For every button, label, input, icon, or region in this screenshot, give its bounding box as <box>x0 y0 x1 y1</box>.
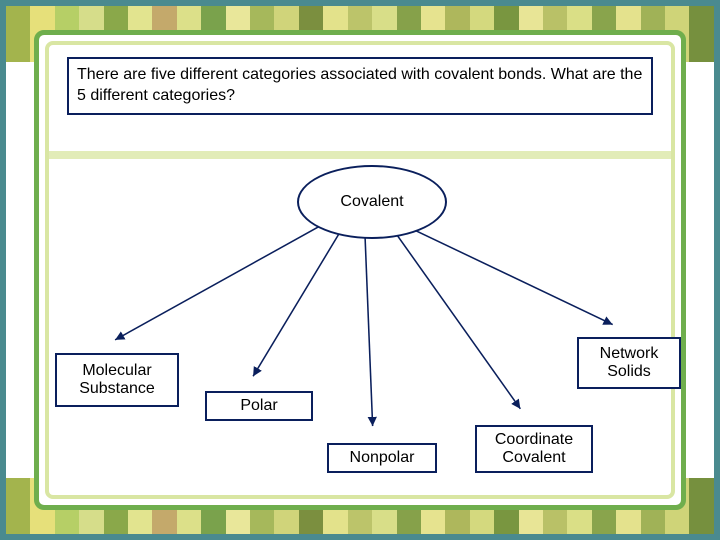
center-node-covalent: Covalent <box>297 165 447 239</box>
content-panel-inner: There are five different categories asso… <box>45 41 675 499</box>
decorative-gap-bar <box>49 151 671 159</box>
leaf-node-coordinate: Coordinate Covalent <box>475 425 593 473</box>
slide-frame: There are five different categories asso… <box>0 0 720 540</box>
question-text: There are five different categories asso… <box>67 57 653 115</box>
content-panel-outer: There are five different categories asso… <box>34 30 686 510</box>
leaf-node-network: Network Solids <box>577 337 681 389</box>
leaf-node-nonpolar: Nonpolar <box>327 443 437 473</box>
leaf-node-molecular: Molecular Substance <box>55 353 179 407</box>
leaf-node-polar: Polar <box>205 391 313 421</box>
